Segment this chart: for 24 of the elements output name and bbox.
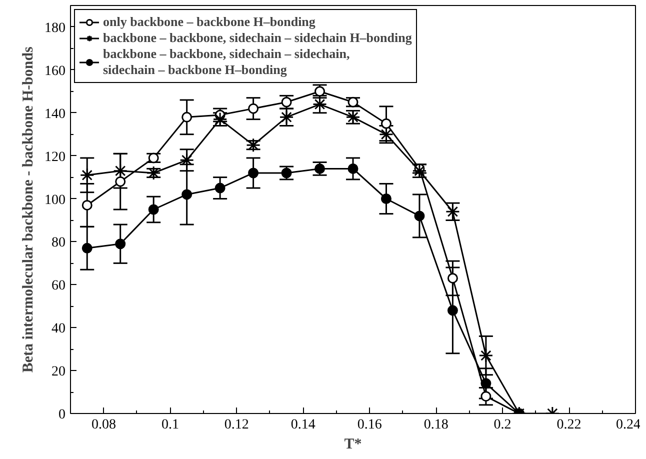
x-axis-title: T* (344, 436, 362, 452)
y-tick-label: 180 (44, 20, 66, 36)
legend-label: backbone – backbone, sidechain – sidechain H–bonding (103, 30, 412, 46)
x-tick-label: 0.18 (424, 418, 448, 432)
y-tick-label: 40 (52, 322, 66, 337)
legend-label: backbone – backbone, sidechain – sidechain, sidechain – backbone H–bonding (103, 46, 350, 78)
x-tick-label: 0.1 (161, 418, 179, 432)
legend-label: only backbone – backbone H–bonding (103, 14, 316, 30)
y-tick-label: 160 (44, 64, 66, 79)
x-tick-label: 0.14 (290, 418, 316, 432)
x-tick-label: 0.12 (224, 418, 249, 432)
y-axis-title: Beta intermolecular backbone - backbone H-bonds (20, 46, 36, 373)
y-tick-label: 120 (44, 150, 66, 165)
y-tick-label: 60 (52, 278, 66, 294)
y-tick-label: 20 (52, 364, 66, 380)
x-tick-label: 0.16 (357, 418, 382, 432)
x-tick-label: 0.22 (556, 418, 582, 432)
x-tick-label: 0.08 (91, 418, 116, 432)
y-tick-label: 140 (44, 106, 66, 122)
y-tick-label: 80 (52, 236, 66, 251)
x-tick-label: 0.24 (616, 418, 640, 432)
x-tick-label: 0.2 (494, 418, 512, 432)
y-tick-label: 100 (44, 192, 66, 208)
y-tick-label: 0 (58, 408, 66, 422)
